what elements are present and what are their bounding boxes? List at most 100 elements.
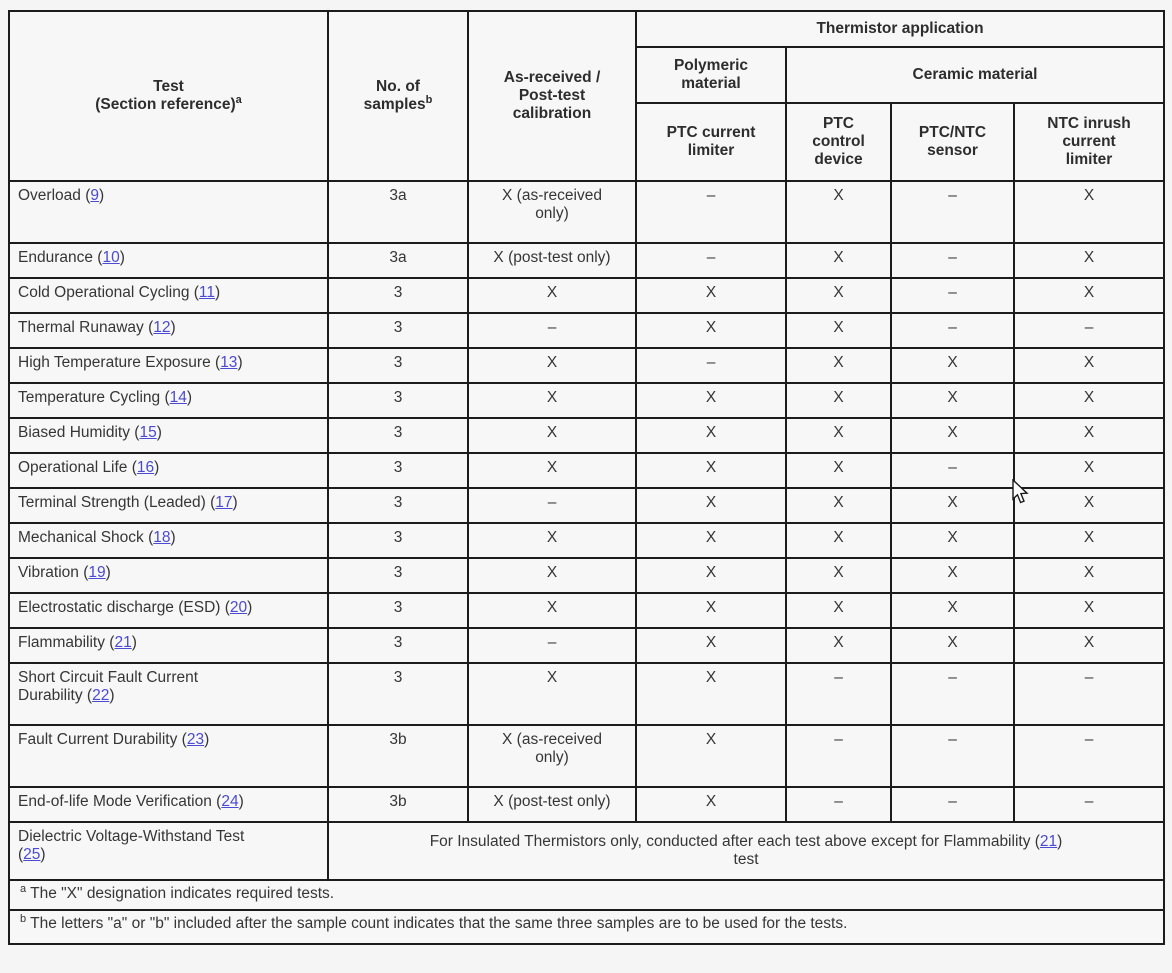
- section-ref-link[interactable]: 11: [198, 284, 216, 301]
- section-ref-link[interactable]: 12: [153, 319, 171, 336]
- test-name-cell: Mechanical Shock (18): [8, 522, 329, 559]
- app-cell: X: [785, 452, 892, 489]
- test-row: Electrostatic discharge (ESD) (20) 3 X X X X X: [8, 592, 1166, 629]
- test-name-cell: Fault Current Durability (23): [8, 724, 329, 788]
- test-name-cell: Biased Humidity (15): [8, 417, 329, 454]
- app-cell: –: [635, 242, 787, 279]
- app-cell: X: [785, 522, 892, 559]
- samples-cell: 3: [327, 382, 469, 419]
- footnote-marker-a: a: [235, 93, 242, 106]
- test-row: Fault Current Durability (23) 3b X (as-rec…: [8, 724, 1166, 788]
- app-cell: X: [785, 242, 892, 279]
- section-ref-link[interactable]: 16: [136, 459, 155, 476]
- section-ref-link[interactable]: 20: [229, 599, 248, 616]
- section-ref-link[interactable]: 21: [1039, 833, 1058, 850]
- footnote-a-marker: a: [20, 882, 27, 895]
- col-header-ntc-inrush-limiter-label: NTC inrush current limiter: [1047, 115, 1131, 168]
- calibration-cell: X: [467, 382, 637, 419]
- calibration-cell: X (as-received only): [467, 180, 637, 244]
- app-cell: X: [785, 347, 892, 384]
- section-ref-link[interactable]: 9: [90, 187, 99, 204]
- test-row: Operational Life (16) 3 X X X – X: [8, 452, 1166, 489]
- test-name-cell: High Temperature Exposure (13): [8, 347, 329, 384]
- test-row: Vibration (19) 3 X X X X X: [8, 557, 1166, 594]
- app-cell: X: [785, 312, 892, 349]
- test-row: Overload (9) 3a X (as-received only) – X – X: [8, 180, 1166, 244]
- calibration-cell: X: [467, 557, 637, 594]
- dielectric-note-cell: For Insulated Thermistors only, conducte…: [326, 821, 1166, 881]
- section-ref-link[interactable]: 24: [221, 793, 239, 810]
- samples-cell: 3: [327, 557, 469, 594]
- section-ref-link[interactable]: 18: [153, 529, 171, 546]
- app-cell: X: [635, 417, 787, 454]
- section-ref-link[interactable]: 15: [139, 424, 157, 441]
- test-name-cell: Cold Operational Cycling (11): [8, 277, 329, 314]
- app-cell: X: [635, 312, 787, 349]
- test-name-cell: Vibration (19): [8, 557, 329, 594]
- samples-cell: 3a: [327, 242, 469, 279]
- app-cell: X: [635, 522, 787, 559]
- section-ref-link[interactable]: 23: [186, 731, 205, 748]
- calibration-cell: X: [467, 662, 637, 726]
- app-cell: –: [1012, 662, 1166, 726]
- section-ref-link[interactable]: 25: [23, 846, 41, 863]
- section-ref-link[interactable]: 19: [88, 564, 106, 581]
- app-cell: X: [635, 592, 787, 629]
- samples-cell: 3: [327, 277, 469, 314]
- col-header-polymeric: Polymeric material: [635, 46, 787, 104]
- col-header-ceramic-label: Ceramic material: [912, 66, 1038, 83]
- app-cell: –: [890, 786, 1015, 823]
- col-header-ptc-current-limiter: PTC current limiter: [635, 102, 787, 182]
- app-cell: –: [890, 312, 1015, 349]
- app-cell: X: [890, 627, 1015, 664]
- footnote-a-cell: a The "X" designation indicates required…: [7, 879, 1166, 911]
- samples-cell: 3: [327, 347, 469, 384]
- section-ref-link[interactable]: 17: [215, 494, 233, 511]
- app-cell: X: [1012, 452, 1166, 489]
- app-cell: X: [890, 557, 1015, 594]
- app-cell: X: [890, 347, 1015, 384]
- app-cell: X: [890, 487, 1015, 524]
- section-ref-link[interactable]: 14: [169, 389, 187, 406]
- col-header-calibration: As-received / Post-test calibration: [467, 10, 637, 182]
- section-ref-link[interactable]: 22: [92, 687, 110, 704]
- test-name-cell: Short Circuit Fault Current Durability (…: [8, 662, 329, 726]
- section-ref-link[interactable]: 13: [220, 354, 238, 371]
- calibration-cell: X: [467, 277, 637, 314]
- app-cell: X: [635, 452, 787, 489]
- col-header-test-label: Test (Section reference): [95, 78, 236, 113]
- samples-cell: 3: [327, 592, 469, 629]
- col-header-samples: No. of samplesb: [327, 10, 469, 182]
- test-name-cell: Electrostatic discharge (ESD) (20): [8, 592, 329, 629]
- app-cell: X: [1012, 417, 1166, 454]
- samples-cell: 3: [327, 522, 469, 559]
- app-cell: X: [785, 382, 892, 419]
- calibration-cell: –: [467, 627, 637, 664]
- samples-cell: 3: [327, 417, 469, 454]
- app-cell: X: [635, 487, 787, 524]
- calibration-cell: X: [467, 347, 637, 384]
- samples-cell: 3: [327, 662, 469, 726]
- app-cell: X: [785, 592, 892, 629]
- app-cell: X: [635, 627, 787, 664]
- col-header-ptc-current-limiter-label: PTC current limiter: [666, 124, 756, 159]
- app-cell: X: [635, 662, 787, 726]
- col-header-polymeric-label: Polymeric material: [673, 57, 749, 92]
- app-cell: –: [890, 724, 1015, 788]
- calibration-cell: X (as-received only): [467, 724, 637, 788]
- section-ref-link[interactable]: 21: [114, 634, 132, 651]
- table-header: Test (Section reference)a No. of samples…: [8, 10, 1166, 182]
- table-footnotes: a The "X" designation indicates required…: [7, 879, 1166, 945]
- col-header-ptc-control-device: PTC control device: [785, 102, 892, 182]
- test-row: Flammability (21) 3– X X X X: [8, 627, 1166, 664]
- test-name-cell: Flammability (21): [8, 627, 329, 664]
- test-name-cell: Thermal Runaway (12): [8, 312, 329, 349]
- test-row: High Temperature Exposure (13) 3 X – X X X: [8, 347, 1166, 384]
- app-cell: –: [635, 180, 787, 244]
- app-cell: –: [890, 452, 1015, 489]
- app-cell: X: [785, 417, 892, 454]
- section-ref-link[interactable]: 10: [102, 249, 120, 266]
- table-body: Overload (9) 3a X (as-received only) – X – X En…: [8, 180, 1166, 881]
- test-row: Endurance (10) 3a X (post-test only) – X – X: [8, 242, 1166, 279]
- col-header-application-label: Thermistor application: [816, 20, 984, 37]
